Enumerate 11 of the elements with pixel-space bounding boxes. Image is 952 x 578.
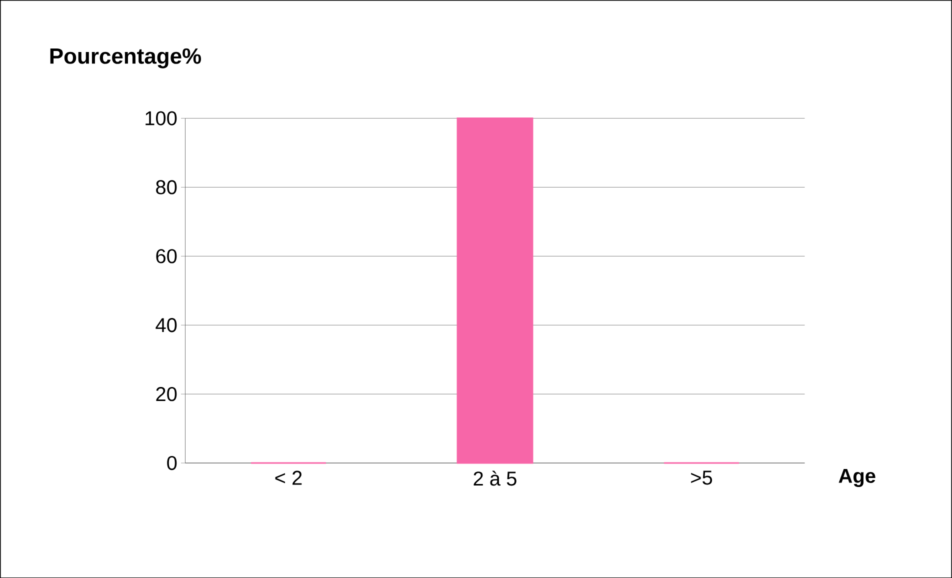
y-axis-title: Pourcentage% [50,48,201,68]
y-tick-label: 0 [167,456,177,470]
x-tick-label: >5 [691,470,712,485]
x-axis-title: Age [838,468,876,487]
x-tick-label: < 2 [275,470,302,485]
y-tick-label: 40 [156,318,177,332]
y-tick-label: 80 [156,180,177,194]
y-tick-label: 20 [156,386,177,401]
y-tick-label: 100 [146,111,177,126]
x-tick-label: 2 à 5 [474,470,516,486]
y-tick-label: 60 [156,248,177,264]
